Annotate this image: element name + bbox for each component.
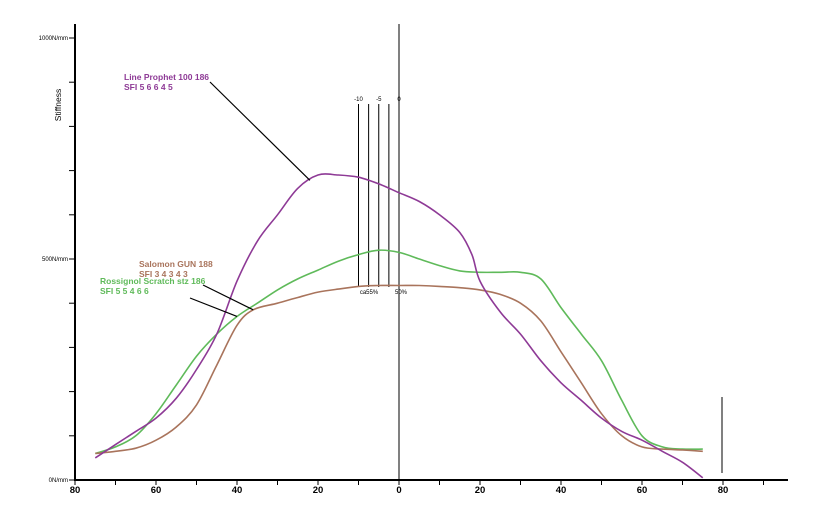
series-line-1 <box>94 173 704 479</box>
series-lines <box>94 173 704 479</box>
x-tick-label: 40 <box>556 485 567 496</box>
series-3-sfi: SFI 5 5 4 6 6 <box>100 286 149 296</box>
y-tick-label: 500N/mm <box>42 257 68 263</box>
series-2-name: Salomon GUN 188 <box>139 259 213 269</box>
series-1-name: Line Prophet 100 186 <box>124 72 209 82</box>
x-tick-label: 20 <box>313 485 324 496</box>
mount-mark-label: 0 <box>397 97 401 103</box>
y-tick-label: 1000N/mm <box>39 36 68 42</box>
series-1-sfi: SFI 5 6 6 4 5 <box>124 82 173 92</box>
x-tick-label: 60 <box>151 485 162 496</box>
series-3-name: Rossignol Scratch stz 186 <box>100 276 206 286</box>
x-tick-label: 80 <box>718 485 729 496</box>
leader-lines <box>189 81 311 318</box>
x-tick-label: 20 <box>475 485 486 496</box>
mount-marks: -10 -5 0 <box>354 97 401 287</box>
series-2-sfi: SFI 3 4 3 4 3 <box>139 269 188 279</box>
x-tick-label: 40 <box>232 485 243 496</box>
leader-line <box>202 284 254 311</box>
mount-mark-label: -10 <box>354 97 363 103</box>
y-tick-label: 0N/mm <box>49 478 68 484</box>
x-ticks: 80 60 40 20 0 20 40 60 80 <box>70 480 764 496</box>
y-axis-title: Stiffness <box>53 89 63 121</box>
series-line-2 <box>95 284 703 455</box>
leader-line <box>189 297 238 318</box>
center-label-right: 50% <box>395 290 408 296</box>
x-tick-label: 60 <box>637 485 648 496</box>
series-line-3 <box>95 249 703 455</box>
y-ticks: 1000N/mm 500N/mm 0N/mm <box>39 36 75 484</box>
center-label-left: ca55% <box>360 290 379 296</box>
mount-mark-label: -5 <box>376 97 382 103</box>
x-tick-label: 0 <box>396 485 401 496</box>
x-tick-label: 80 <box>70 485 81 496</box>
leader-line <box>209 81 311 181</box>
